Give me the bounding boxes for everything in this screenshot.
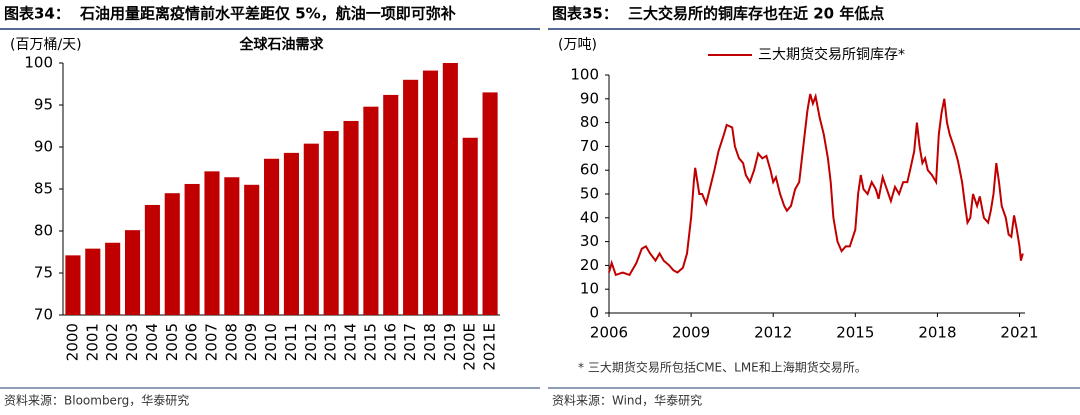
bar [482, 92, 498, 316]
x-tick-label: 2009 [242, 323, 260, 361]
y-axis-label: (万吨) [558, 37, 597, 53]
bar [383, 94, 399, 315]
y-tick-label: 50 [580, 185, 599, 203]
x-tick-label: 2006 [183, 323, 201, 361]
x-tick-label: 2012 [302, 323, 320, 361]
bar [343, 120, 359, 316]
bar [363, 106, 379, 316]
x-tick-label: 2001 [83, 323, 101, 361]
y-tick-label: 85 [34, 180, 53, 198]
x-tick-label: 2009 [672, 324, 710, 342]
x-tick-label: 2013 [322, 323, 340, 361]
y-tick-label: 40 [580, 208, 599, 226]
y-tick-label: 70 [580, 137, 599, 155]
y-tick-label: 10 [580, 280, 599, 298]
bar [144, 204, 160, 315]
y-tick-label: 80 [580, 113, 599, 131]
x-tick-label: 2003 [123, 323, 141, 361]
heading: 三大交易所的铜库存也在近 20 年低点 [628, 5, 884, 23]
y-tick-label: 60 [580, 161, 599, 179]
x-tick-label: 2011 [282, 323, 300, 361]
x-tick-label: 2021E [481, 323, 499, 371]
bar [105, 242, 121, 315]
bar [164, 193, 180, 315]
bar [124, 230, 141, 315]
bar [422, 70, 439, 315]
bar [323, 131, 339, 315]
bar [462, 137, 478, 315]
x-tick-label: 2018 [918, 324, 956, 342]
bar [244, 184, 260, 315]
x-tick-label: 2010 [262, 323, 280, 361]
y-tick-label: 100 [570, 66, 599, 84]
x-tick-label: 2019 [441, 323, 459, 361]
source: 资料来源：Bloomberg，华泰研究 [4, 393, 189, 408]
x-tick-label: 2020E [461, 323, 479, 371]
bar [184, 183, 200, 315]
y-tick-label: 20 [580, 256, 599, 274]
heading: 石油用量距离疫情前水平差距仅 5%，航油一项即可弥补 [79, 5, 456, 23]
y-tick-label: 30 [580, 232, 599, 250]
figure-label: 图表35： [552, 5, 618, 23]
x-tick-label: 2021 [1000, 324, 1038, 342]
x-tick-label: 2012 [754, 324, 792, 342]
x-tick-label: 2008 [222, 323, 240, 361]
bar [224, 177, 240, 315]
x-tick-label: 2018 [421, 323, 439, 361]
bar [204, 171, 220, 315]
y-tick-label: 90 [580, 89, 599, 107]
x-tick-label: 2006 [590, 324, 628, 342]
bar [403, 79, 419, 315]
y-tick-label: 0 [589, 304, 599, 322]
x-tick-label: 2007 [202, 323, 220, 361]
footnote: * 三大期货交易所包括CME、LME和上海期货交易所。 [578, 360, 867, 375]
x-tick-label: 2016 [381, 323, 399, 361]
legend-label: 三大期货交易所铜库存* [758, 46, 905, 63]
x-tick-label: 2014 [342, 323, 360, 361]
y-tick-label: 95 [34, 96, 53, 114]
x-tick-label: 2005 [163, 323, 181, 361]
bar [283, 152, 299, 315]
source: 资料来源：Wind，华泰研究 [552, 393, 702, 408]
y-tick-label: 70 [34, 306, 53, 324]
chart-title: 全球石油需求 [239, 36, 325, 53]
bar [85, 248, 101, 315]
x-tick-label: 2004 [143, 323, 161, 361]
series-line [608, 92, 1024, 277]
x-tick-label: 2002 [103, 323, 121, 361]
x-tick-label: 2000 [63, 323, 81, 361]
bar [303, 143, 319, 315]
x-tick-label: 2015 [361, 323, 379, 361]
bar [442, 63, 458, 315]
figure-label: 图表34： [4, 5, 70, 23]
bar [264, 158, 280, 315]
y-tick-label: 100 [24, 54, 53, 72]
y-axis-label: (百万桶/天) [10, 37, 82, 53]
x-tick-label: 2017 [401, 323, 419, 361]
y-tick-label: 75 [34, 264, 53, 282]
y-tick-label: 90 [34, 138, 53, 156]
x-tick-label: 2015 [836, 324, 874, 342]
bar [65, 255, 81, 315]
y-tick-label: 80 [34, 222, 53, 240]
